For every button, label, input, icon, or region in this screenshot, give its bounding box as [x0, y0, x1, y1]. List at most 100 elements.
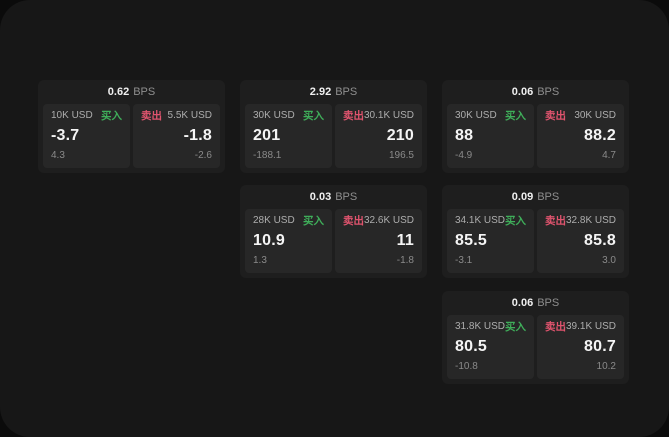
- bps-value: 0.09: [511, 191, 534, 203]
- sell-quote-panel[interactable]: 卖出 32.8K USD 85.8 3.0: [537, 209, 624, 273]
- sell-amount: 32.8K USD: [566, 215, 617, 226]
- sell-amount: 30.1K USD: [364, 110, 415, 121]
- sell-quote-panel[interactable]: 卖出 5.5K USD -1.8 -2.6: [133, 104, 220, 168]
- sell-panel-top: 卖出 5.5K USD: [141, 110, 212, 122]
- quote-panels: 28K USD 买入 10.9 1.3 卖出 32.6K USD 11 -1.8: [240, 209, 427, 278]
- buy-price: -3.7: [51, 127, 80, 144]
- buy-amount: 10K USD: [51, 110, 93, 121]
- buy-quote-panel[interactable]: 30K USD 买入 201 -188.1: [245, 104, 332, 168]
- sell-side-label: 卖出: [343, 215, 364, 227]
- buy-amount: 34.1K USD: [455, 215, 506, 226]
- quote-card: 0.03 BPS 28K USD 买入 10.9 1.3 卖出 32.6K US…: [240, 185, 427, 278]
- sell-side-label: 卖出: [545, 321, 566, 333]
- quote-card: 0.09 BPS 34.1K USD 买入 85.5 -3.1 卖出 32.8K…: [442, 185, 629, 278]
- bps-header: 0.06 BPS: [442, 291, 629, 315]
- bps-unit-label: BPS: [537, 86, 560, 98]
- buy-delta: 1.3: [253, 255, 267, 266]
- sell-panel-top: 卖出 32.8K USD: [545, 215, 616, 227]
- buy-delta: -3.1: [455, 255, 473, 266]
- bps-unit-label: BPS: [537, 297, 560, 309]
- sell-price: 88.2: [584, 127, 616, 144]
- sell-delta: -1.8: [396, 255, 414, 266]
- sell-amount: 39.1K USD: [566, 321, 617, 332]
- sell-amount: 5.5K USD: [167, 110, 212, 121]
- buy-delta: -4.9: [455, 150, 473, 161]
- bps-header: 2.92 BPS: [240, 80, 427, 104]
- buy-side-label: 买入: [505, 215, 527, 227]
- buy-price: 201: [253, 127, 281, 144]
- sell-price: 85.8: [584, 232, 616, 249]
- buy-panel-top: 10K USD 买入: [51, 110, 122, 122]
- buy-panel-top: 28K USD 买入: [253, 215, 324, 227]
- bps-value: 0.62: [107, 86, 130, 98]
- buy-panel-top: 30K USD 买入: [455, 110, 526, 122]
- buy-panel-top: 34.1K USD 买入: [455, 215, 526, 227]
- quote-card: 0.06 BPS 31.8K USD 买入 80.5 -10.8 卖出 39.1…: [442, 291, 629, 384]
- buy-side-label: 买入: [303, 110, 324, 122]
- buy-side-label: 买入: [101, 110, 122, 122]
- quote-card: 0.06 BPS 30K USD 买入 88 -4.9 卖出 30K USD 8…: [442, 80, 629, 173]
- sell-delta: 10.2: [596, 361, 616, 372]
- bps-unit-label: BPS: [335, 191, 358, 203]
- buy-quote-panel[interactable]: 34.1K USD 买入 85.5 -3.1: [447, 209, 534, 273]
- sell-quote-panel[interactable]: 卖出 32.6K USD 11 -1.8: [335, 209, 422, 273]
- quote-panels: 34.1K USD 买入 85.5 -3.1 卖出 32.8K USD 85.8…: [442, 209, 629, 278]
- buy-side-label: 买入: [303, 215, 324, 227]
- bps-header: 0.06 BPS: [442, 80, 629, 104]
- bps-unit-label: BPS: [133, 86, 156, 98]
- buy-side-label: 买入: [505, 110, 526, 122]
- sell-price: 210: [386, 127, 414, 144]
- buy-side-label: 买入: [505, 321, 527, 333]
- buy-delta: -10.8: [455, 361, 478, 372]
- bps-unit-label: BPS: [537, 191, 560, 203]
- sell-quote-panel[interactable]: 卖出 39.1K USD 80.7 10.2: [537, 315, 624, 379]
- buy-panel-top: 31.8K USD 买入: [455, 321, 526, 333]
- sell-panel-top: 卖出 32.6K USD: [343, 215, 414, 227]
- buy-amount: 30K USD: [455, 110, 497, 121]
- sell-delta: 196.5: [388, 150, 414, 161]
- bps-header: 0.09 BPS: [442, 185, 629, 209]
- sell-price: 11: [396, 232, 414, 249]
- sell-quote-panel[interactable]: 卖出 30K USD 88.2 4.7: [537, 104, 624, 168]
- sell-panel-top: 卖出 39.1K USD: [545, 321, 616, 333]
- quote-panels: 31.8K USD 买入 80.5 -10.8 卖出 39.1K USD 80.…: [442, 315, 629, 384]
- sell-side-label: 卖出: [545, 110, 566, 122]
- bps-value: 0.03: [309, 191, 332, 203]
- quote-card: 0.62 BPS 10K USD 买入 -3.7 4.3 卖出 5.5K USD…: [38, 80, 225, 173]
- bps-value: 0.06: [511, 297, 534, 309]
- buy-price: 85.5: [455, 232, 487, 249]
- sell-quote-panel[interactable]: 卖出 30.1K USD 210 196.5: [335, 104, 422, 168]
- buy-price: 80.5: [455, 338, 487, 355]
- sell-price: -1.8: [183, 127, 212, 144]
- buy-quote-panel[interactable]: 31.8K USD 买入 80.5 -10.8: [447, 315, 534, 379]
- buy-delta: 4.3: [51, 150, 65, 161]
- buy-amount: 30K USD: [253, 110, 295, 121]
- sell-panel-top: 卖出 30.1K USD: [343, 110, 414, 122]
- buy-amount: 31.8K USD: [455, 321, 506, 332]
- quote-panels: 30K USD 买入 88 -4.9 卖出 30K USD 88.2 4.7: [442, 104, 629, 173]
- sell-side-label: 卖出: [545, 215, 566, 227]
- sell-price: 80.7: [584, 338, 616, 355]
- quote-panels: 10K USD 买入 -3.7 4.3 卖出 5.5K USD -1.8 -2.…: [38, 104, 225, 173]
- sell-amount: 32.6K USD: [364, 215, 415, 226]
- sell-side-label: 卖出: [343, 110, 364, 122]
- sell-panel-top: 卖出 30K USD: [545, 110, 616, 122]
- bps-header: 0.62 BPS: [38, 80, 225, 104]
- buy-quote-panel[interactable]: 28K USD 买入 10.9 1.3: [245, 209, 332, 273]
- sell-delta: 4.7: [602, 150, 616, 161]
- quote-card: 2.92 BPS 30K USD 买入 201 -188.1 卖出 30.1K …: [240, 80, 427, 173]
- bps-value: 0.06: [511, 86, 534, 98]
- sell-delta: -2.6: [194, 150, 212, 161]
- sell-delta: 3.0: [602, 255, 616, 266]
- bps-value: 2.92: [309, 86, 332, 98]
- sell-side-label: 卖出: [141, 110, 162, 122]
- buy-price: 10.9: [253, 232, 285, 249]
- buy-panel-top: 30K USD 买入: [253, 110, 324, 122]
- bps-unit-label: BPS: [335, 86, 358, 98]
- sell-amount: 30K USD: [574, 110, 616, 121]
- buy-quote-panel[interactable]: 30K USD 买入 88 -4.9: [447, 104, 534, 168]
- buy-quote-panel[interactable]: 10K USD 买入 -3.7 4.3: [43, 104, 130, 168]
- buy-price: 88: [455, 127, 474, 144]
